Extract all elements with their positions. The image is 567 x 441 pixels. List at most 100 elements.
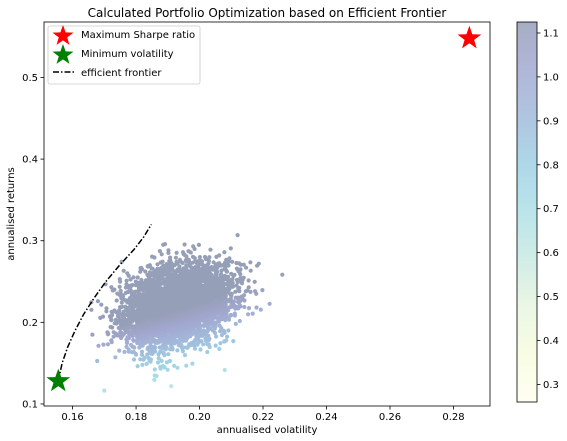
portfolio-point — [128, 330, 133, 335]
portfolio-point — [190, 332, 195, 337]
portfolio-point — [143, 325, 148, 330]
portfolio-point — [172, 319, 177, 324]
portfolio-point — [177, 330, 182, 335]
portfolio-point — [208, 305, 213, 310]
portfolio-point — [184, 315, 190, 320]
portfolio-point — [109, 338, 114, 343]
portfolio-point — [260, 288, 265, 293]
portfolio-point — [172, 329, 177, 334]
portfolio-point — [157, 329, 162, 334]
portfolio-point — [156, 329, 161, 335]
portfolio-point — [227, 305, 232, 310]
portfolio-point — [197, 326, 202, 331]
portfolio-point — [173, 322, 178, 327]
portfolio-point — [206, 319, 211, 324]
portfolio-point — [222, 339, 227, 344]
portfolio-point — [142, 340, 147, 345]
portfolio-point — [188, 326, 193, 331]
portfolio-point — [140, 335, 145, 340]
portfolio-point — [141, 332, 146, 337]
portfolio-point — [182, 314, 188, 319]
portfolio-point — [170, 321, 175, 326]
portfolio-point — [159, 334, 164, 339]
portfolio-point — [181, 316, 186, 321]
portfolio-point — [179, 330, 184, 335]
portfolio-point — [174, 333, 179, 338]
portfolio-point — [241, 293, 247, 298]
portfolio-point — [176, 315, 181, 320]
portfolio-point — [144, 327, 149, 332]
portfolio-point — [224, 268, 229, 273]
portfolio-point — [187, 326, 192, 331]
portfolio-point — [153, 324, 158, 329]
portfolio-point — [148, 351, 154, 356]
portfolio-point — [180, 334, 186, 339]
portfolio-point — [201, 323, 206, 328]
portfolio-point — [228, 246, 233, 251]
portfolio-point — [130, 282, 135, 288]
portfolio-point — [206, 308, 211, 313]
portfolio-point — [205, 307, 210, 313]
portfolio-point — [191, 341, 196, 346]
portfolio-point — [144, 361, 149, 366]
portfolio-point — [130, 344, 135, 349]
portfolio-point — [197, 314, 202, 319]
portfolio-point — [195, 284, 200, 289]
portfolio-point — [131, 350, 136, 355]
portfolio-point — [170, 337, 175, 342]
portfolio-point — [189, 318, 194, 324]
portfolio-point — [115, 333, 120, 338]
portfolio-point — [164, 319, 169, 324]
portfolio-point — [154, 324, 159, 329]
portfolio-point — [172, 324, 177, 329]
portfolio-point — [139, 266, 144, 271]
x-tick-label: 0.18 — [125, 412, 147, 423]
portfolio-point — [184, 326, 189, 331]
portfolio-point — [173, 322, 178, 327]
portfolio-point — [163, 340, 169, 345]
portfolio-point — [244, 265, 249, 270]
portfolio-point — [198, 309, 203, 314]
portfolio-point — [161, 277, 166, 282]
portfolio-point — [191, 326, 196, 331]
portfolio-point — [206, 337, 211, 343]
portfolio-point — [182, 335, 187, 341]
portfolio-point — [128, 298, 133, 303]
portfolio-point — [146, 326, 152, 331]
portfolio-point — [170, 316, 175, 322]
portfolio-point — [194, 314, 199, 319]
portfolio-point — [174, 319, 179, 324]
portfolio-point — [179, 327, 184, 332]
portfolio-point — [98, 315, 103, 320]
portfolio-point — [191, 342, 196, 347]
portfolio-point — [202, 311, 208, 316]
portfolio-point — [158, 326, 163, 331]
portfolio-point — [167, 285, 172, 290]
portfolio-point — [183, 281, 189, 286]
portfolio-point — [212, 326, 217, 331]
portfolio-point — [212, 307, 217, 312]
portfolio-point — [166, 328, 171, 333]
portfolio-point — [151, 339, 156, 344]
portfolio-point — [175, 319, 180, 324]
portfolio-point — [138, 357, 143, 362]
portfolio-point — [143, 304, 148, 309]
portfolio-point — [183, 338, 189, 343]
portfolio-point — [193, 310, 198, 315]
portfolio-point — [135, 340, 140, 346]
portfolio-point — [192, 346, 198, 351]
portfolio-point — [145, 331, 150, 336]
portfolio-point — [151, 327, 156, 332]
portfolio-point — [190, 280, 195, 285]
portfolio-point — [230, 284, 235, 289]
portfolio-point — [154, 373, 159, 379]
portfolio-point — [156, 352, 161, 357]
portfolio-point — [164, 327, 169, 332]
portfolio-point — [207, 307, 212, 312]
portfolio-point — [178, 326, 183, 331]
portfolio-point — [167, 317, 172, 322]
portfolio-point — [136, 338, 141, 343]
portfolio-point — [144, 328, 149, 333]
portfolio-point — [135, 336, 140, 341]
portfolio-point — [207, 308, 212, 313]
